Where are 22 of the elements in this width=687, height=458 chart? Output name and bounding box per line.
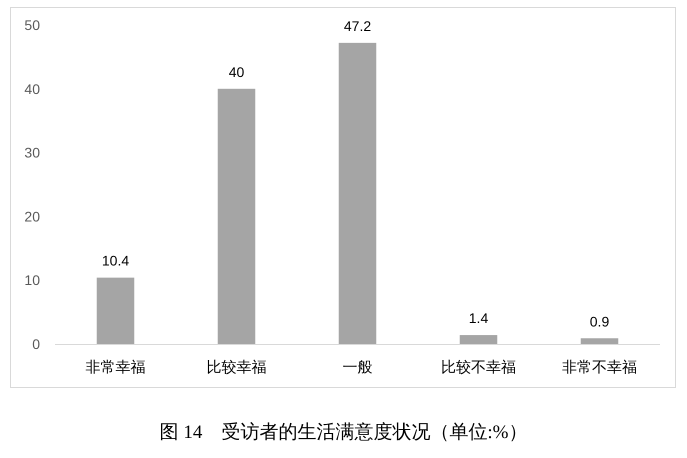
y-tick-label: 0 — [32, 336, 40, 352]
data-label: 10.4 — [102, 252, 130, 269]
y-tick-label: 50 — [24, 17, 40, 33]
data-label: 1.4 — [468, 310, 488, 326]
x-tick-label: 比较幸福 — [206, 359, 266, 376]
bar — [96, 278, 134, 344]
x-tick-label: 非常不幸福 — [562, 359, 637, 376]
caption: 图 14 受访者的生活满意度状况（单位:%） — [160, 421, 528, 443]
x-tick-label: 比较不幸福 — [441, 359, 516, 376]
data-label: 0.9 — [590, 313, 610, 330]
x-tick-label: 一般 — [342, 359, 372, 376]
y-tick-label: 20 — [24, 208, 40, 224]
bar — [460, 335, 498, 344]
bar — [580, 338, 618, 344]
data-label: 47.2 — [344, 18, 372, 34]
y-tick-label: 10 — [24, 272, 40, 288]
bar — [338, 42, 376, 344]
y-tick-label: 30 — [24, 144, 40, 161]
bar — [218, 88, 256, 344]
x-tick-label: 非常幸福 — [86, 359, 146, 376]
data-label: 40 — [228, 64, 244, 80]
y-tick-label: 40 — [24, 80, 40, 97]
